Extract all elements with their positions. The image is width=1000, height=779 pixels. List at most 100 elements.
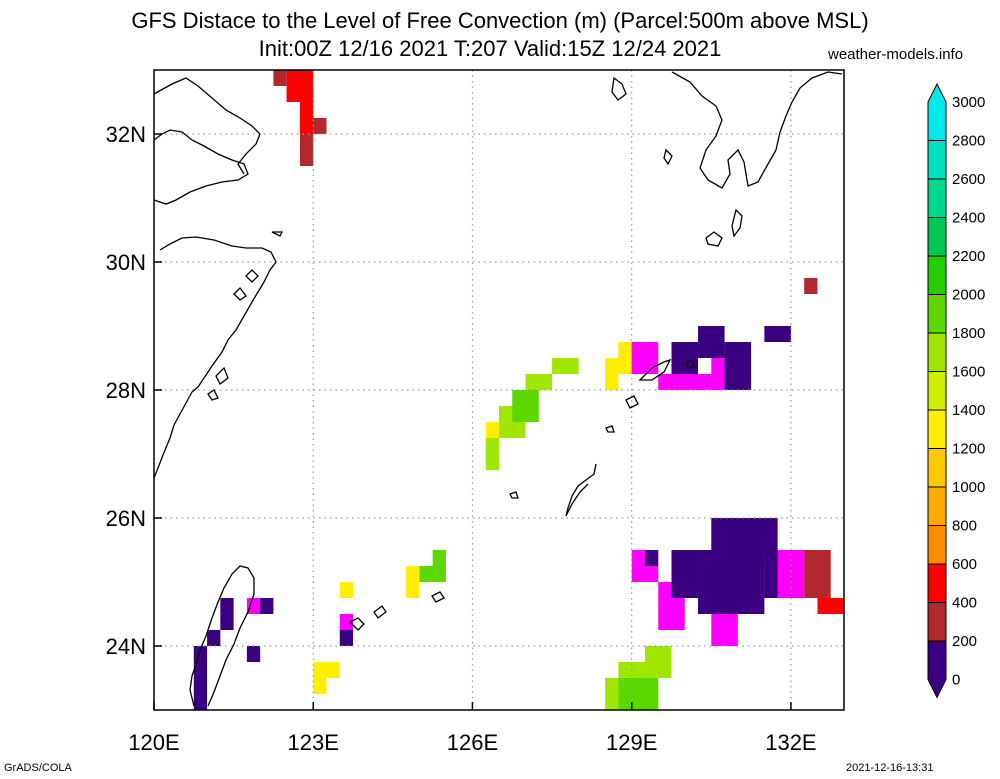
field-cell-1800 xyxy=(552,358,579,374)
field-cell-400 xyxy=(804,278,818,294)
colorbar-label: 0 xyxy=(952,672,960,689)
field-cell-0 xyxy=(698,550,765,614)
field-cell-0 xyxy=(764,550,778,566)
tick-label-lon: 123E xyxy=(288,730,339,755)
field-cell-400 xyxy=(804,550,831,598)
colorbar-label: 3000 xyxy=(952,94,985,111)
shanghai-coast xyxy=(153,77,261,175)
colorbar-bottom-triangle xyxy=(927,640,947,699)
field-cell-0 xyxy=(260,598,274,614)
tick-label-lat: 26N xyxy=(106,506,146,531)
okinawa-island xyxy=(565,463,597,517)
colorbar-label: 1800 xyxy=(952,325,985,342)
field-cell-2000 xyxy=(419,566,446,582)
colorbar-segment xyxy=(927,217,947,257)
colorbar-label: 2600 xyxy=(952,171,985,188)
yangtze-shore xyxy=(153,129,249,205)
colorbar-label: 200 xyxy=(952,633,977,650)
field-cell-0 xyxy=(671,342,699,374)
islet-d xyxy=(625,395,639,409)
axis-ticks: 120E 123E 126E 129E 132E 24N 26N 28N 30N 32N xyxy=(106,122,817,755)
field-cell-1400 xyxy=(618,342,632,374)
colorbar-label: 800 xyxy=(952,518,977,535)
field-cell-1400 xyxy=(605,358,619,390)
map-title: GFS Distace to the Level of Free Convect… xyxy=(131,8,869,33)
taiwan-island xyxy=(189,565,255,707)
field-cell-200 xyxy=(711,614,738,646)
colorbar-label: 600 xyxy=(952,556,977,573)
field-cell-1800 xyxy=(605,678,619,710)
colorbar-segment xyxy=(927,486,947,526)
tanegashima-island xyxy=(731,208,743,238)
field-cell-200 xyxy=(246,598,261,614)
site-label: weather-models.info xyxy=(828,46,964,63)
field-cell-0 xyxy=(339,630,354,646)
field-cell-600 xyxy=(286,70,314,102)
field-cell-0 xyxy=(711,518,778,550)
field-cell-0 xyxy=(246,646,261,662)
field-cell-2000 xyxy=(618,678,659,710)
field-cell-0 xyxy=(193,678,208,694)
field-cell-0 xyxy=(193,694,208,710)
islet-a xyxy=(431,591,445,603)
colorbar-segment xyxy=(927,563,947,603)
colorbar-label: 1600 xyxy=(952,364,985,381)
tick-label-lat: 30N xyxy=(106,250,146,275)
field-cell-0 xyxy=(671,550,699,598)
islet-b xyxy=(509,491,519,499)
tick-label-lon: 132E xyxy=(765,730,816,755)
colorbar-label: 1200 xyxy=(952,441,985,458)
field-cell-1400 xyxy=(313,662,327,694)
field-cell-1800 xyxy=(485,438,499,470)
tick-label-lon: 126E xyxy=(447,730,498,755)
gridlines xyxy=(154,70,844,710)
colorbar-segment xyxy=(927,255,947,295)
field-cells xyxy=(193,70,844,710)
field-cell-200 xyxy=(711,358,725,374)
field-cell-200 xyxy=(698,374,725,390)
colorbar: 0 200 400 600 800 1000 1200 1400 1600 1800 2000 220… xyxy=(927,82,985,699)
credit-label: GrADS/COLA xyxy=(4,762,72,774)
islet-f xyxy=(271,231,284,237)
field-cell-1800 xyxy=(644,646,672,678)
field-cell-0 xyxy=(724,342,752,390)
colorbar-segment xyxy=(927,178,947,218)
tick-label-lon: 120E xyxy=(128,730,179,755)
field-cell-1800 xyxy=(525,374,553,390)
colorbar-top-triangle xyxy=(927,82,947,141)
colorbar-segment xyxy=(927,332,947,372)
colorbar-label: 2800 xyxy=(952,133,985,150)
goto-islands xyxy=(611,76,627,101)
map-subtitle: Init:00Z 12/16 2021 T:207 Valid:15Z 12/2… xyxy=(258,36,722,61)
koshiki-islands xyxy=(663,148,673,166)
tick-label-lon: 129E xyxy=(606,730,657,755)
amami-island xyxy=(638,358,672,381)
ishigaki-island xyxy=(373,605,387,619)
coastlines xyxy=(153,71,843,707)
field-cell-1400 xyxy=(485,422,499,438)
colorbar-label: 2400 xyxy=(952,210,985,227)
field-cell-2000 xyxy=(432,550,446,566)
coastal-islets xyxy=(207,269,259,401)
colorbar-label: 1000 xyxy=(952,479,985,496)
miyako-island xyxy=(348,617,365,631)
field-cell-200 xyxy=(790,550,805,566)
field-cell-600 xyxy=(817,598,844,614)
field-cell-600 xyxy=(299,102,314,134)
field-cell-0 xyxy=(220,598,234,630)
tick-label-lat: 28N xyxy=(106,378,146,403)
field-cell-0 xyxy=(698,326,725,358)
field-cell-1400 xyxy=(406,566,420,598)
field-cell-0 xyxy=(207,630,221,646)
timestamp-label: 2021-12-16-13:31 xyxy=(846,762,934,774)
field-cell-0 xyxy=(644,550,659,566)
tick-label-lat: 32N xyxy=(106,122,146,147)
field-cell-0 xyxy=(193,646,208,678)
colorbar-segment xyxy=(927,409,947,449)
yakushima-island xyxy=(705,231,723,247)
colorbar-segment xyxy=(927,371,947,411)
field-cell-400 xyxy=(273,70,287,86)
colorbar-segment xyxy=(927,294,947,334)
field-cell-200 xyxy=(339,614,354,630)
field-cell-400 xyxy=(313,118,327,134)
